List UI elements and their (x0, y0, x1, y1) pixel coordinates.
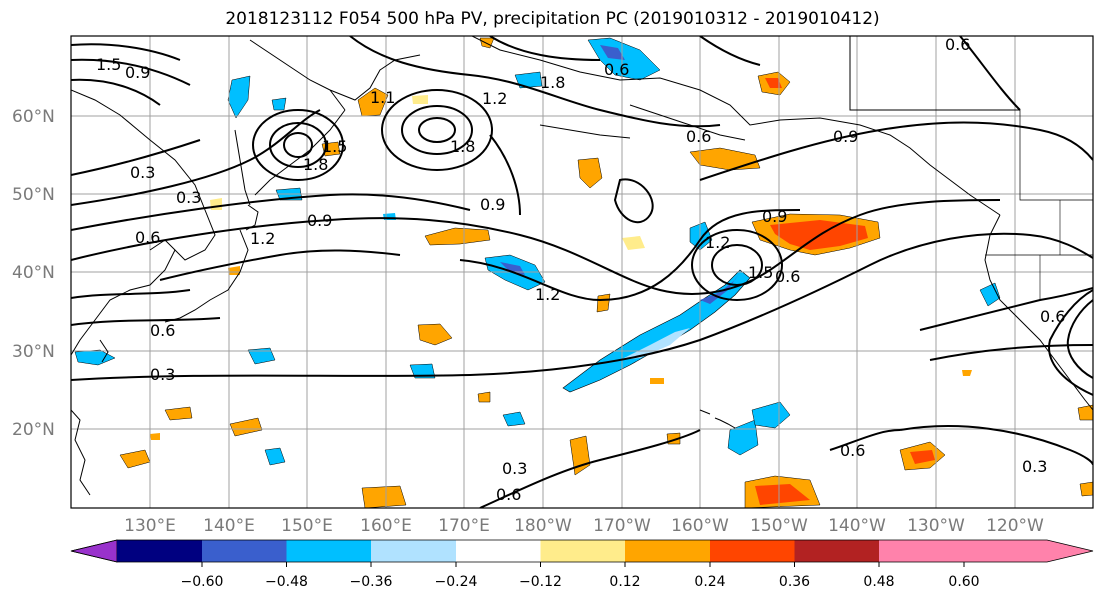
contour-label: 0.9 (833, 127, 858, 146)
colorbar-segment (117, 540, 202, 562)
lon-label: 170°E (438, 516, 490, 536)
graticule (71, 36, 1093, 508)
colorbar-extend-right (964, 540, 1093, 562)
contour-label: 0.9 (480, 195, 505, 214)
lat-label: 40°N (12, 263, 55, 283)
contour-label: 0.6 (775, 267, 800, 286)
contour-label: 1.2 (535, 285, 560, 304)
contour-label: 0.9 (307, 211, 332, 230)
contour-label: 1.2 (250, 229, 275, 248)
latitude-labels: 60°N 50°N 40°N 30°N 20°N (12, 107, 55, 440)
lon-label: 130°E (124, 516, 176, 536)
contour-label: 0.3 (176, 188, 201, 207)
contour-label: 1.8 (540, 73, 565, 92)
lat-label: 30°N (12, 342, 55, 362)
colorbar-segment (286, 540, 371, 562)
lon-label: 150°W (750, 516, 808, 536)
colorbar-tick-label: 0.24 (694, 574, 725, 590)
colorbar-tick-label: −0.12 (519, 574, 562, 590)
colorbar-tick-label: −0.48 (265, 574, 308, 590)
longitude-labels: 130°E 140°E 150°E 160°E 170°E 180°W 170°… (124, 516, 1044, 536)
colorbar-segment (710, 540, 795, 562)
lon-label: 180°W (514, 516, 572, 536)
contour-labels: 1.5 0.9 0.3 0.3 0.6 1.2 0.9 1.8 1.5 1.1 … (96, 35, 1065, 504)
contour-label: 1.5 (748, 263, 773, 282)
contour-label: 1.2 (705, 233, 730, 252)
lon-label: 170°W (593, 516, 651, 536)
map-frame (70, 35, 1094, 509)
colorbar-tick-label: 0.36 (779, 574, 810, 590)
colorbar-segment (879, 540, 964, 562)
lat-label: 60°N (12, 107, 55, 127)
lon-label: 140°E (203, 516, 255, 536)
colorbar-tick-label: −0.24 (435, 574, 478, 590)
colorbar-tick-label: 0.60 (948, 574, 979, 590)
lat-label: 20°N (12, 420, 55, 440)
colorbar-extend-left (70, 539, 118, 563)
contour-label: 0.6 (1040, 307, 1065, 326)
colorbar-outline (70, 539, 1094, 563)
contour-label: 0.3 (130, 163, 155, 182)
colorbar-tick-label: −0.60 (181, 574, 224, 590)
contour-label: 1.8 (450, 137, 475, 156)
contour-label: 0.3 (1022, 457, 1047, 476)
coastlines (71, 36, 1093, 496)
map-title: 2018123112 F054 500 hPa PV, precipitatio… (225, 9, 880, 29)
contour-label: 1.8 (303, 155, 328, 174)
contour-label: 0.3 (150, 365, 175, 384)
contour-label: 0.6 (686, 127, 711, 146)
contour-label: 0.9 (762, 207, 787, 226)
contour-label: 0.6 (150, 321, 175, 340)
contour-label: 0.6 (945, 35, 970, 54)
colorbar-segment (540, 540, 625, 562)
lon-label: 140°W (828, 516, 886, 536)
lon-label: 160°E (360, 516, 412, 536)
contour-label: 0.6 (135, 228, 160, 247)
lat-label: 50°N (12, 185, 55, 205)
contour-label: 0.3 (502, 459, 527, 478)
colorbar-ticks (201, 562, 965, 567)
contour-label: 1.5 (322, 137, 347, 156)
contour-label: 1.1 (370, 88, 395, 107)
contour-label: 0.6 (604, 60, 629, 79)
lon-label: 130°W (907, 516, 965, 536)
colorbar-tick-label: 0.48 (863, 574, 894, 590)
contour-label: 1.5 (96, 55, 121, 74)
contour-label: 0.6 (840, 441, 865, 460)
colorbar-segment (794, 540, 879, 562)
contour-label: 0.6 (496, 485, 521, 504)
colorbar-segment (371, 540, 456, 562)
pv-contours (71, 36, 1093, 508)
colorbar-segment (625, 540, 710, 562)
lon-label: 160°W (671, 516, 729, 536)
colorbar-tick-label: 0.12 (609, 574, 640, 590)
lon-label: 150°E (281, 516, 333, 536)
colorbar: −0.60 −0.48 −0.36 −0.24 −0.12 0.12 0.24 … (70, 539, 1094, 590)
colorbar-segment (202, 540, 287, 562)
lon-label: 120°W (986, 516, 1044, 536)
colorbar-tick-label: −0.36 (350, 574, 393, 590)
contour-label: 0.9 (125, 63, 150, 82)
colorbar-segment (456, 540, 541, 562)
contour-label: 1.2 (482, 89, 507, 108)
